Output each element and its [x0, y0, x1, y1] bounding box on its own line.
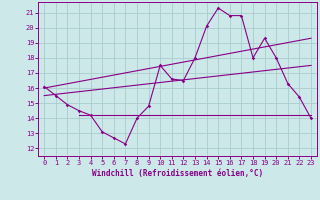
X-axis label: Windchill (Refroidissement éolien,°C): Windchill (Refroidissement éolien,°C) — [92, 169, 263, 178]
